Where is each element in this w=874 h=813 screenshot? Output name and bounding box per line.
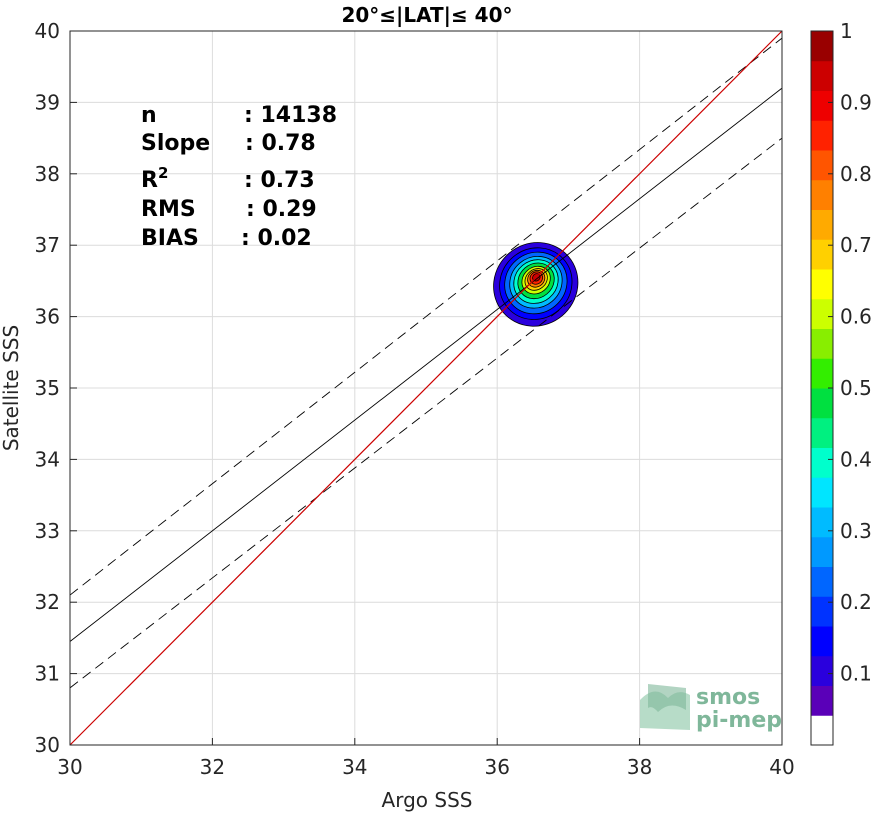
axis-ticks: 30 32 34 36 38 40 30 31 32 33 34 35 36 37 38 39 40 (35, 19, 795, 779)
colorbar-segment (811, 507, 833, 538)
y-axis-label: Satellite SSS (0, 325, 23, 451)
colorbar-segment (811, 626, 833, 657)
fit-line (69, 87, 783, 642)
x-tick-label: 36 (484, 755, 509, 779)
stat-label: BIAS (141, 226, 199, 251)
grid-lines (69, 30, 783, 746)
x-tick-label: 40 (769, 755, 794, 779)
stat-value: : 0.73 (244, 168, 315, 193)
colorbar-segment (811, 179, 833, 210)
colorbar-tick-label: 0.8 (840, 162, 872, 186)
stat-label: RMS (141, 197, 196, 222)
colorbar-segment (811, 60, 833, 91)
colorbar-tick-label: 1 (840, 19, 853, 43)
stat-value: : 0.78 (245, 131, 316, 156)
colorbar-segment (811, 685, 833, 716)
stat-label: n (141, 103, 157, 128)
colorbar-tick-label: 0.5 (840, 376, 872, 400)
colorbar-segment (811, 477, 833, 508)
colorbar-segment (811, 239, 833, 270)
lower-bound-line (69, 137, 783, 689)
stat-value: : 0.02 (241, 226, 312, 251)
logo-line1: smos (696, 685, 760, 710)
colorbar-segment (811, 715, 833, 746)
colorbar-tick-label: 0.2 (840, 590, 872, 614)
x-tick-label: 30 (57, 755, 82, 779)
colorbar-tick-label: 0.3 (840, 519, 872, 543)
colorbar-tick-label: 0.1 (840, 662, 872, 686)
y-tick-label: 34 (35, 447, 60, 471)
colorbar-segment (811, 90, 833, 121)
colorbar-segment (811, 120, 833, 151)
colorbar-tick-label: 0.6 (840, 305, 872, 329)
colorbar-tick-label: 0.4 (840, 447, 872, 471)
colorbar-segment (811, 417, 833, 448)
logo-line2: pi-mep (696, 708, 782, 733)
colorbar-segment (811, 536, 833, 567)
y-tick-label: 33 (35, 519, 60, 543)
y-tick-label: 40 (35, 19, 60, 43)
colorbar-segment (811, 150, 833, 181)
colorbar-segment (811, 298, 833, 329)
y-tick-label: 36 (35, 305, 60, 329)
logo-wave-graphic-2 (648, 684, 686, 712)
colorbar-segment (811, 269, 833, 300)
colorbar-segment (811, 388, 833, 419)
y-tick-label: 35 (35, 376, 60, 400)
y-tick-label: 37 (35, 233, 60, 257)
stat-value: : 0.29 (246, 197, 317, 222)
y-tick-label: 38 (35, 162, 60, 186)
colorbar-segment (811, 596, 833, 627)
x-axis-label: Argo SSS (382, 788, 473, 812)
colorbar-segment (811, 209, 833, 240)
x-tick-label: 32 (200, 755, 225, 779)
x-tick-label: 38 (627, 755, 652, 779)
colorbar-tick-label: 0.7 (840, 233, 872, 257)
colorbar-tick-label: 0.9 (840, 90, 872, 114)
colorbar-segment (811, 328, 833, 359)
chart-title: 20°≤|LAT|≤ 40° (341, 3, 512, 27)
stat-label: Slope (141, 131, 210, 156)
smos-pi-mep-logo: smos pi-mep (640, 684, 782, 733)
colorbar: 0.1 0.2 0.3 0.4 0.5 0.6 0.7 0.8 0.9 1 (810, 19, 872, 746)
y-tick-label: 32 (35, 590, 60, 614)
stat-value: : 14138 (244, 103, 337, 128)
one-to-one-line (69, 30, 783, 746)
colorbar-segment (811, 655, 833, 686)
colorbar-segment (811, 358, 833, 389)
colorbar-segment (811, 447, 833, 478)
y-tick-label: 30 (35, 733, 60, 757)
y-tick-label: 31 (35, 662, 60, 686)
colorbar-segment (811, 31, 833, 62)
y-tick-label: 39 (35, 90, 60, 114)
x-tick-label: 34 (342, 755, 367, 779)
colorbar-segment (811, 566, 833, 597)
upper-bound-line (69, 37, 783, 596)
regression-lines (69, 30, 783, 746)
